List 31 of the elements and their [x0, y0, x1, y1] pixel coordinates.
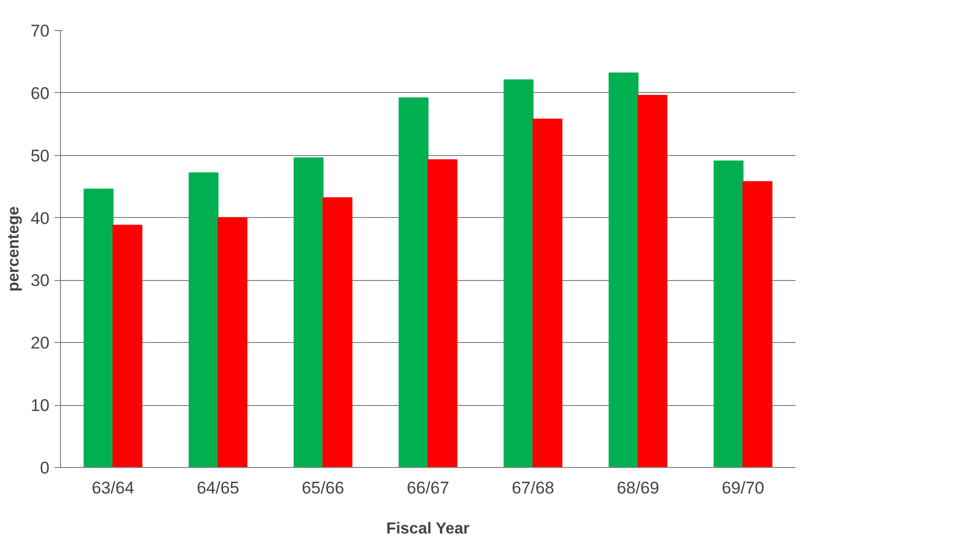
bar — [188, 172, 218, 468]
bar — [532, 118, 562, 468]
bar — [742, 181, 772, 468]
y-tick-label: 40 — [30, 208, 50, 228]
y-tick-label: 20 — [30, 334, 50, 353]
x-tick-label: 67/68 — [512, 478, 554, 498]
bar — [218, 217, 248, 468]
x-tick-label: 69/70 — [722, 478, 764, 498]
bar — [638, 94, 668, 468]
x-axis-title: Fiscal Year — [386, 520, 470, 538]
bar — [504, 79, 534, 468]
x-tick-label: 65/66 — [302, 478, 344, 498]
bar — [398, 97, 428, 468]
bar — [84, 188, 114, 468]
bar — [608, 72, 638, 468]
bar — [294, 157, 324, 468]
y-tick-label: 60 — [30, 84, 50, 103]
bar — [428, 159, 458, 468]
x-tick-label: 64/65 — [196, 478, 240, 498]
x-tick-label: 68/69 — [616, 478, 660, 498]
bar — [714, 160, 744, 468]
bar — [322, 197, 352, 468]
x-tick-label: 66/67 — [406, 478, 450, 498]
bar — [112, 224, 142, 468]
y-axis-title: percentege — [6, 206, 23, 292]
y-tick-label: 50 — [30, 146, 50, 166]
y-tick-label: 10 — [30, 396, 50, 416]
x-tick-label: 63/64 — [92, 478, 134, 498]
y-tick-label: 0 — [40, 458, 50, 478]
y-tick-label: 70 — [30, 22, 50, 40]
y-tick-label: 30 — [30, 271, 50, 290]
